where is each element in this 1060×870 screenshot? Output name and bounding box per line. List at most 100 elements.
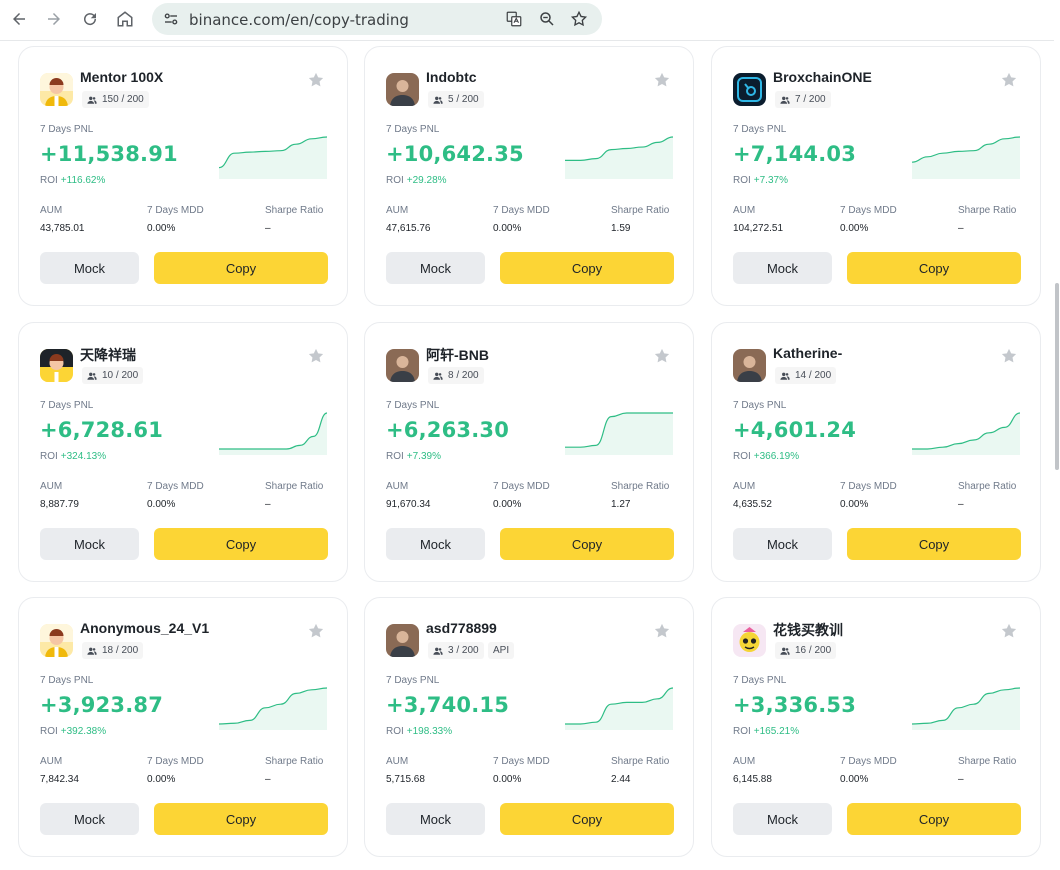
roi-label: ROI [386, 451, 404, 462]
avatar[interactable] [386, 624, 419, 657]
mock-button[interactable]: Mock [733, 803, 832, 835]
site-settings-icon[interactable] [162, 10, 180, 28]
favorite-star-icon[interactable] [1000, 71, 1018, 89]
zoom-icon[interactable] [538, 10, 556, 28]
pnl-label: 7 Days PNL [733, 675, 787, 686]
avatar[interactable] [40, 349, 73, 382]
followers-count: 10 / 200 [102, 370, 139, 381]
scrollbar-thumb[interactable] [1055, 283, 1059, 470]
sparkline-line [219, 687, 327, 725]
favorite-star-icon[interactable] [1000, 347, 1018, 365]
url-text[interactable]: binance.com/en/copy-trading [189, 11, 409, 29]
favorite-star-icon[interactable] [653, 622, 671, 640]
mock-button[interactable]: Mock [386, 803, 485, 835]
sparkline-line [565, 687, 673, 725]
roi: ROI +366.19% [733, 451, 799, 462]
copy-button[interactable]: Copy [154, 528, 328, 560]
trader-name[interactable]: 天降祥瑞 [80, 347, 136, 363]
mdd-label: 7 Days MDD [147, 756, 204, 767]
trader-card[interactable]: Anonymous_24_V1 18 / 200 7 Days PNL +3,9… [18, 597, 348, 857]
copy-button[interactable]: Copy [847, 252, 1021, 284]
mock-button[interactable]: Mock [40, 252, 139, 284]
aum-value: 6,145.88 [733, 774, 772, 785]
roi-value: +165.21% [753, 726, 800, 737]
pnl-sparkline [565, 687, 673, 730]
mdd-value: 0.00% [493, 774, 522, 785]
trader-card[interactable]: asd778899 3 / 200 7 Days PNL +3,740.15 R… [364, 597, 694, 857]
mock-button[interactable]: Mock [40, 803, 139, 835]
trader-card[interactable]: 阿轩-BNB 8 / 200 7 Days PNL +6,263.30 ROI +… [364, 322, 694, 582]
copy-button[interactable]: Copy [500, 252, 674, 284]
avatar[interactable] [733, 349, 766, 382]
roi-value: +116.62% [60, 175, 106, 186]
copy-button[interactable]: Copy [500, 528, 674, 560]
reload-icon[interactable] [79, 8, 101, 30]
sparkline-area [912, 137, 1020, 179]
mdd-label: 7 Days MDD [493, 205, 550, 216]
aum-value: 5,715.68 [386, 774, 425, 785]
trader-name[interactable]: BroxchainONE [773, 69, 872, 85]
trader-card[interactable]: 花钱买教训 16 / 200 7 Days PNL +3,336.53 ROI +… [711, 597, 1041, 857]
favorite-star-icon[interactable] [1000, 622, 1018, 640]
sparkline-area [219, 413, 327, 455]
avatar[interactable] [386, 73, 419, 106]
trader-name[interactable]: 阿轩-BNB [426, 347, 489, 363]
trader-name[interactable]: 花钱买教训 [773, 622, 843, 638]
trader-name[interactable]: Anonymous_24_V1 [80, 620, 210, 636]
pnl-value: +10,642.35 [386, 142, 524, 166]
favorite-star-icon[interactable] [653, 71, 671, 89]
roi-value: +392.38% [60, 726, 107, 737]
followers-count: 8 / 200 [448, 370, 479, 381]
copy-button[interactable]: Copy [154, 252, 328, 284]
roi: ROI +198.33% [386, 726, 452, 737]
mock-button[interactable]: Mock [40, 528, 139, 560]
trader-card[interactable]: 天降祥瑞 10 / 200 7 Days PNL +6,728.61 ROI +3… [18, 322, 348, 582]
trader-card[interactable]: Indobtc 5 / 200 7 Days PNL +10,642.35 RO… [364, 46, 694, 306]
pnl-sparkline [219, 687, 327, 730]
page-scrollbar[interactable] [1054, 40, 1060, 870]
forward-arrow-icon[interactable] [43, 8, 65, 30]
translate-icon[interactable] [505, 10, 523, 28]
trader-name[interactable]: Indobtc [426, 69, 477, 85]
avatar[interactable] [733, 73, 766, 106]
back-arrow-icon[interactable] [8, 8, 30, 30]
copy-button[interactable]: Copy [847, 803, 1021, 835]
roi-value: +7.39% [406, 451, 441, 462]
mock-button[interactable]: Mock [386, 252, 485, 284]
avatar[interactable] [40, 624, 73, 657]
sparkline-line [912, 412, 1020, 450]
avatar[interactable] [733, 624, 766, 657]
bookmark-star-icon[interactable] [570, 10, 588, 28]
pnl-value: +7,144.03 [733, 142, 857, 166]
sparkline-area [565, 137, 673, 179]
mock-button[interactable]: Mock [733, 528, 832, 560]
trader-card[interactable]: Katherine- 14 / 200 7 Days PNL +4,601.24… [711, 322, 1041, 582]
favorite-star-icon[interactable] [307, 347, 325, 365]
home-icon[interactable] [114, 8, 136, 30]
favorite-star-icon[interactable] [653, 347, 671, 365]
avatar[interactable] [40, 73, 73, 106]
aum-label: AUM [386, 756, 409, 767]
copy-button[interactable]: Copy [154, 803, 328, 835]
favorite-star-icon[interactable] [307, 71, 325, 89]
mock-button[interactable]: Mock [733, 252, 832, 284]
trader-name[interactable]: Katherine- [773, 345, 843, 361]
roi-label: ROI [386, 726, 404, 737]
people-icon [87, 96, 97, 104]
roi: ROI +324.13% [40, 451, 106, 462]
copy-button[interactable]: Copy [847, 528, 1021, 560]
mock-button[interactable]: Mock [386, 528, 485, 560]
address-bar[interactable]: binance.com/en/copy-trading [152, 3, 602, 35]
mdd-label: 7 Days MDD [147, 205, 204, 216]
trader-card[interactable]: Mentor 100X 150 / 200 7 Days PNL +11,538… [18, 46, 348, 306]
pnl-value: +3,740.15 [386, 693, 510, 717]
trader-card[interactable]: BroxchainONE 7 / 200 7 Days PNL +7,144.0… [711, 46, 1041, 306]
trader-name[interactable]: Mentor 100X [80, 69, 164, 85]
favorite-star-icon[interactable] [307, 622, 325, 640]
copy-button[interactable]: Copy [500, 803, 674, 835]
followers-badge: 14 / 200 [775, 367, 837, 384]
roi-label: ROI [40, 726, 58, 737]
trader-name[interactable]: asd778899 [426, 620, 497, 636]
mdd-value: 0.00% [840, 499, 869, 510]
avatar[interactable] [386, 349, 419, 382]
